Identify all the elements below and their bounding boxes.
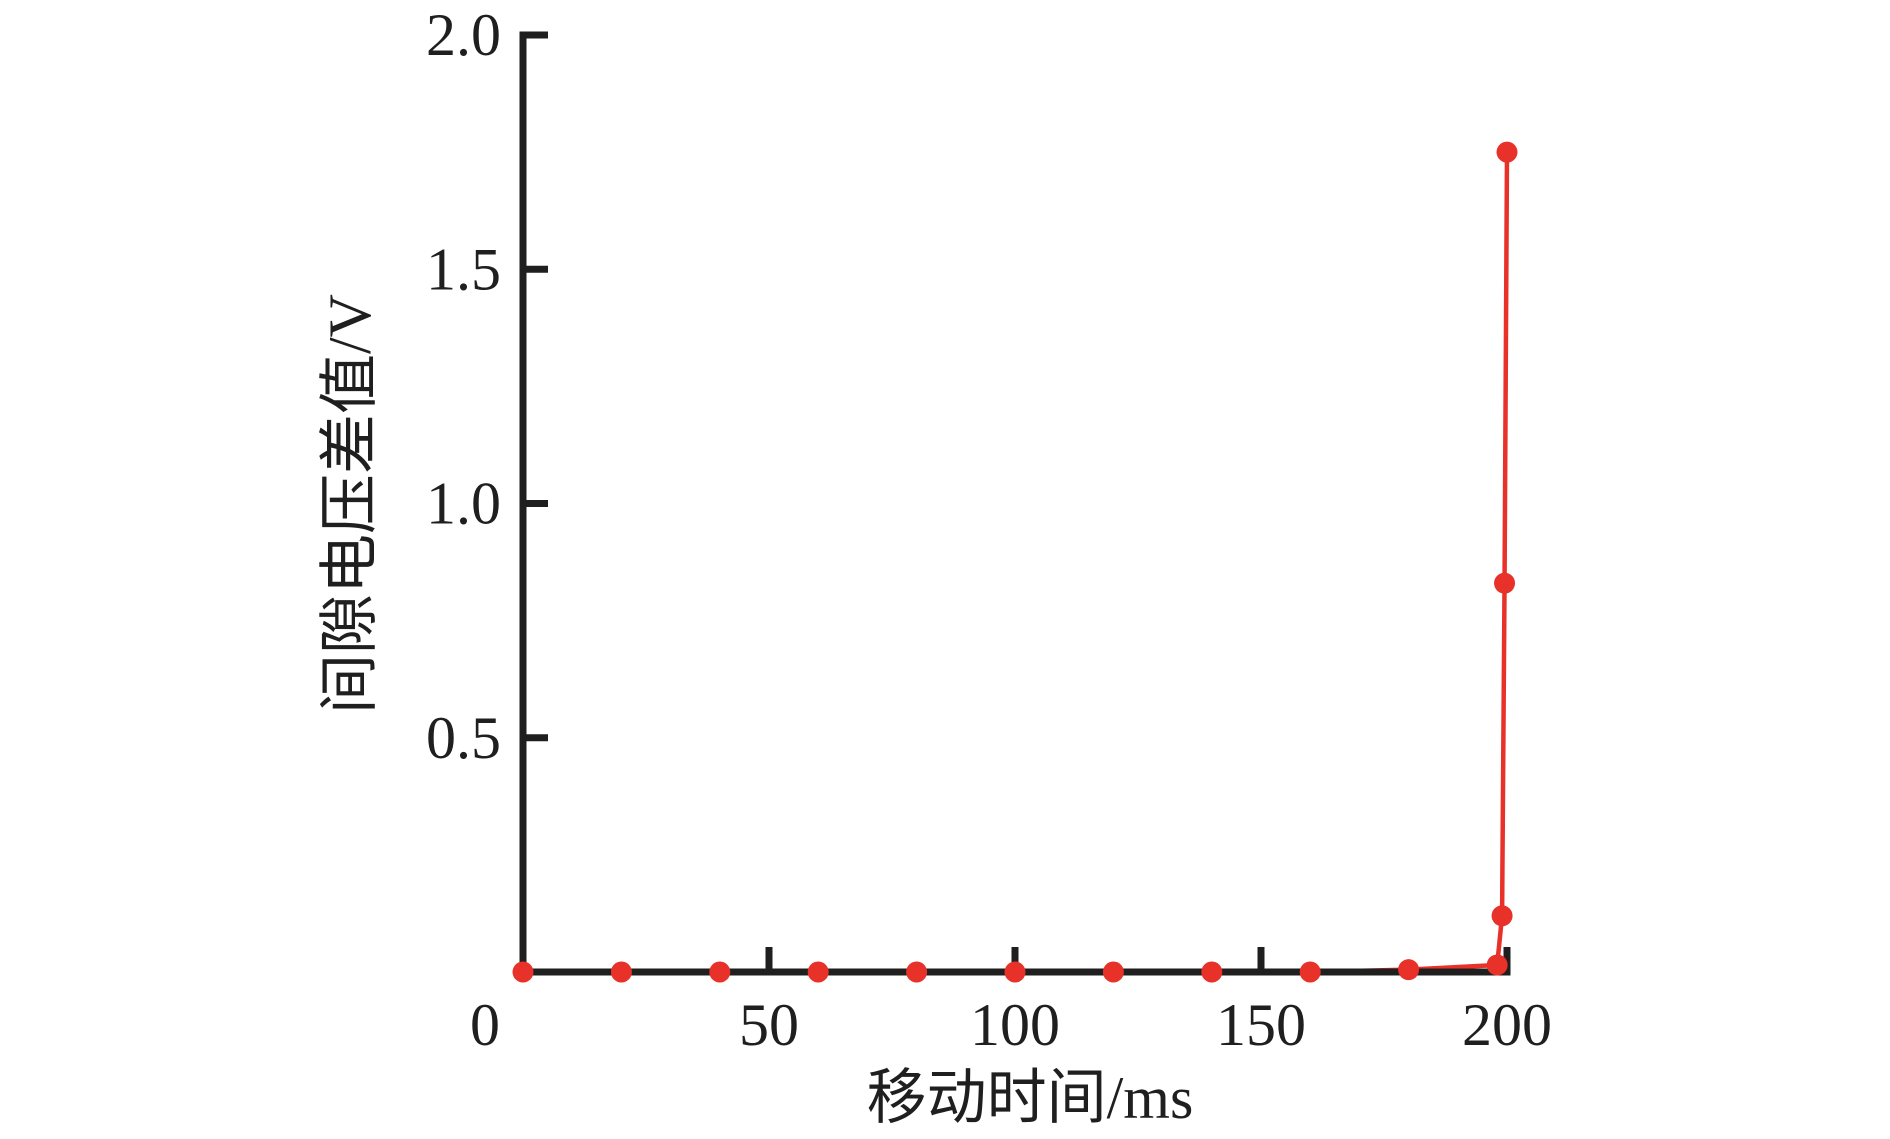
data-point-marker bbox=[512, 961, 534, 983]
series-line bbox=[523, 152, 1510, 975]
y-tick-label: 2.0 bbox=[426, 2, 501, 68]
data-point-marker bbox=[1102, 961, 1124, 983]
x-tick-label: 50 bbox=[739, 992, 799, 1058]
y-tick-label: 0.5 bbox=[426, 705, 501, 771]
data-point-marker bbox=[1299, 961, 1321, 983]
data-point-marker bbox=[1201, 961, 1223, 983]
data-point-marker bbox=[807, 961, 829, 983]
data-point-marker bbox=[1004, 961, 1026, 983]
x-axis-title: 移动时间/ms bbox=[867, 1065, 1194, 1131]
data-point-marker bbox=[906, 961, 928, 983]
data-point-marker bbox=[1398, 959, 1420, 981]
data-point-marker bbox=[1494, 572, 1516, 594]
x-tick-label: 200 bbox=[1462, 992, 1552, 1058]
x-tick-label: 150 bbox=[1216, 992, 1306, 1058]
data-point-marker bbox=[1486, 954, 1508, 976]
data-point-marker bbox=[709, 961, 731, 983]
x-tick-label: 100 bbox=[970, 992, 1060, 1058]
data-point-marker bbox=[610, 961, 632, 983]
y-tick-label: 1.5 bbox=[426, 236, 501, 302]
data-point-marker bbox=[1491, 905, 1513, 927]
data-point-marker bbox=[1496, 141, 1518, 163]
y-tick-label: 1.0 bbox=[426, 471, 501, 537]
marker-layer bbox=[512, 141, 1518, 983]
x-tick-label: 0 bbox=[470, 992, 500, 1058]
axes-layer bbox=[519, 31, 1511, 976]
y-axis-title: 间隙电压差值/V bbox=[317, 294, 383, 714]
tick-layer: 0 50 100 150 200 0.5 1.0 1.5 2.0 bbox=[426, 2, 1552, 1058]
series-line-layer bbox=[523, 152, 1510, 975]
